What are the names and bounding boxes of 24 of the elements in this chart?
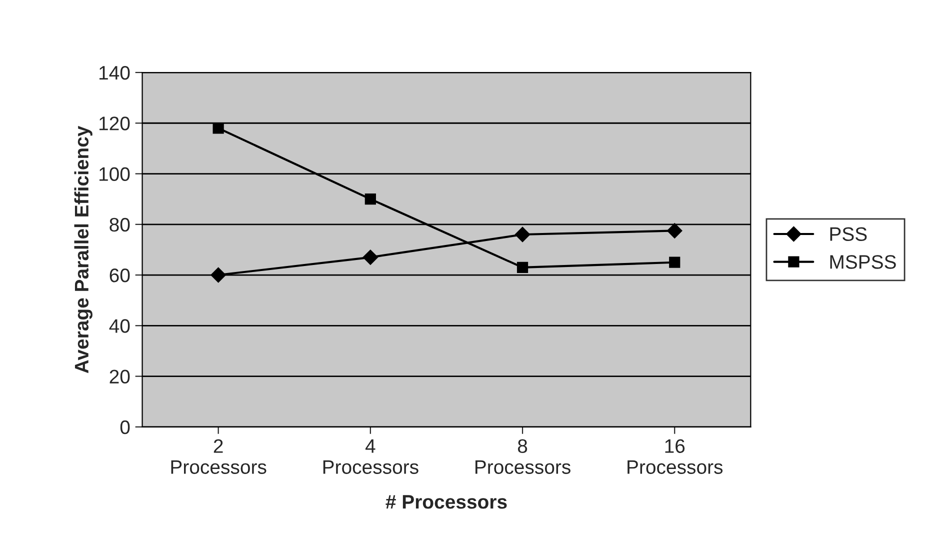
- point: [364, 194, 376, 205]
- y-tick-label: 0: [120, 420, 130, 434]
- point: [212, 122, 224, 134]
- y-tick-label: 120: [100, 116, 130, 130]
- x-axis-title: # Processors: [386, 495, 507, 509]
- x-tick-label: 2 Processors: [171, 439, 266, 474]
- point: [516, 262, 528, 273]
- y-tick-label: 100: [100, 167, 130, 181]
- y-tick-label: 80: [110, 218, 130, 232]
- y-axis-title: Average Parallel Efficiency: [74, 126, 92, 374]
- point: [362, 250, 378, 265]
- point: [669, 256, 680, 268]
- y-tick-label: 60: [110, 268, 130, 282]
- x-tick-label: 16 Processors: [628, 439, 723, 474]
- x-tick-label: 4 Processors: [323, 439, 418, 474]
- legend-label: PSS: [830, 227, 867, 241]
- y-tick-label: 40: [109, 319, 130, 333]
- legend-label: MSPSS: [830, 255, 896, 269]
- point: [210, 267, 226, 283]
- point: [667, 223, 682, 238]
- x-tick-label: 8 Processors: [475, 439, 570, 474]
- y-tick-label: 140: [100, 66, 130, 80]
- y-tick-label: 20: [110, 370, 130, 384]
- point: [514, 226, 530, 242]
